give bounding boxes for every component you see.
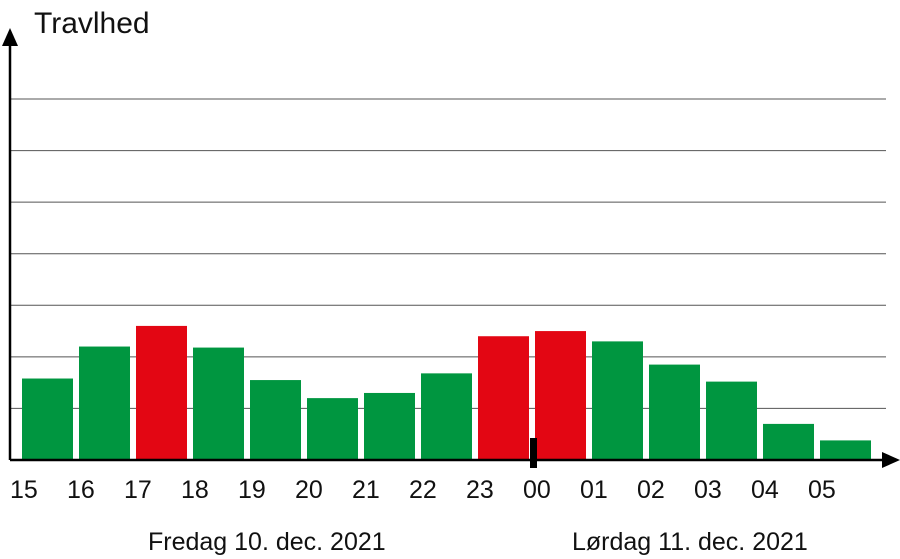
x-tick-label: 02 [637,476,665,504]
x-tick-labels: 15 16 17 18 19 20 21 22 23 00 01 02 03 04 05 [10,476,836,504]
date-label-friday: Fredag 10. dec. 2021 [148,528,386,556]
x-axis-arrow-icon [882,452,900,468]
y-axis-label: Travlhed [34,7,150,40]
bar-00 [535,331,586,460]
bar-04 [763,423,814,460]
bar-05 [820,440,871,460]
bars [22,325,871,460]
midnight-tick [530,438,537,468]
bar-01 [592,341,643,460]
bar-21 [364,392,415,460]
bar-17 [136,325,187,460]
x-tick-label: 00 [523,476,551,504]
x-tick-label: 04 [751,476,779,504]
x-tick-label: 17 [124,476,152,504]
bar-20 [307,398,358,460]
x-tick-label: 22 [409,476,437,504]
x-tick-label: 05 [808,476,836,504]
axes [2,28,900,468]
y-axis-arrow-icon [2,28,18,46]
bar-15 [22,378,73,460]
x-tick-label: 03 [694,476,722,504]
bar-23 [478,336,529,460]
x-tick-label: 23 [466,476,494,504]
bar-02 [649,364,700,460]
x-tick-label: 15 [10,476,38,504]
x-tick-label: 19 [238,476,266,504]
x-tick-label: 16 [67,476,95,504]
x-tick-label: 18 [181,476,209,504]
bar-03 [706,381,757,460]
x-tick-label: 21 [352,476,380,504]
x-tick-label: 01 [580,476,608,504]
date-label-saturday: Lørdag 11. dec. 2021 [572,528,808,556]
x-tick-label: 20 [295,476,323,504]
bar-18 [193,347,244,460]
bar-22 [421,373,472,460]
bar-19 [250,380,301,460]
bar-16 [79,346,130,460]
